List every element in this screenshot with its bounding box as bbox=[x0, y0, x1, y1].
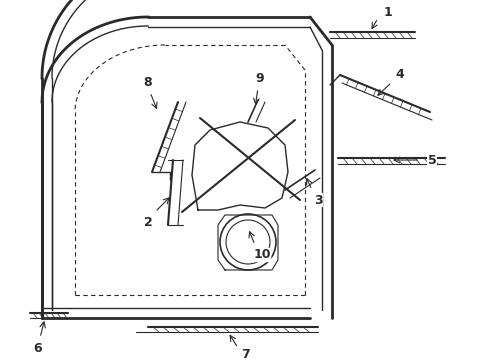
Text: 5: 5 bbox=[428, 153, 437, 166]
Text: 1: 1 bbox=[384, 5, 392, 18]
Text: 2: 2 bbox=[144, 216, 152, 229]
Text: 6: 6 bbox=[34, 342, 42, 355]
Text: 10: 10 bbox=[253, 248, 271, 261]
Text: 3: 3 bbox=[314, 194, 322, 207]
Text: 7: 7 bbox=[241, 348, 249, 360]
Text: 4: 4 bbox=[395, 68, 404, 81]
Text: 8: 8 bbox=[144, 76, 152, 89]
Text: 9: 9 bbox=[256, 72, 264, 85]
